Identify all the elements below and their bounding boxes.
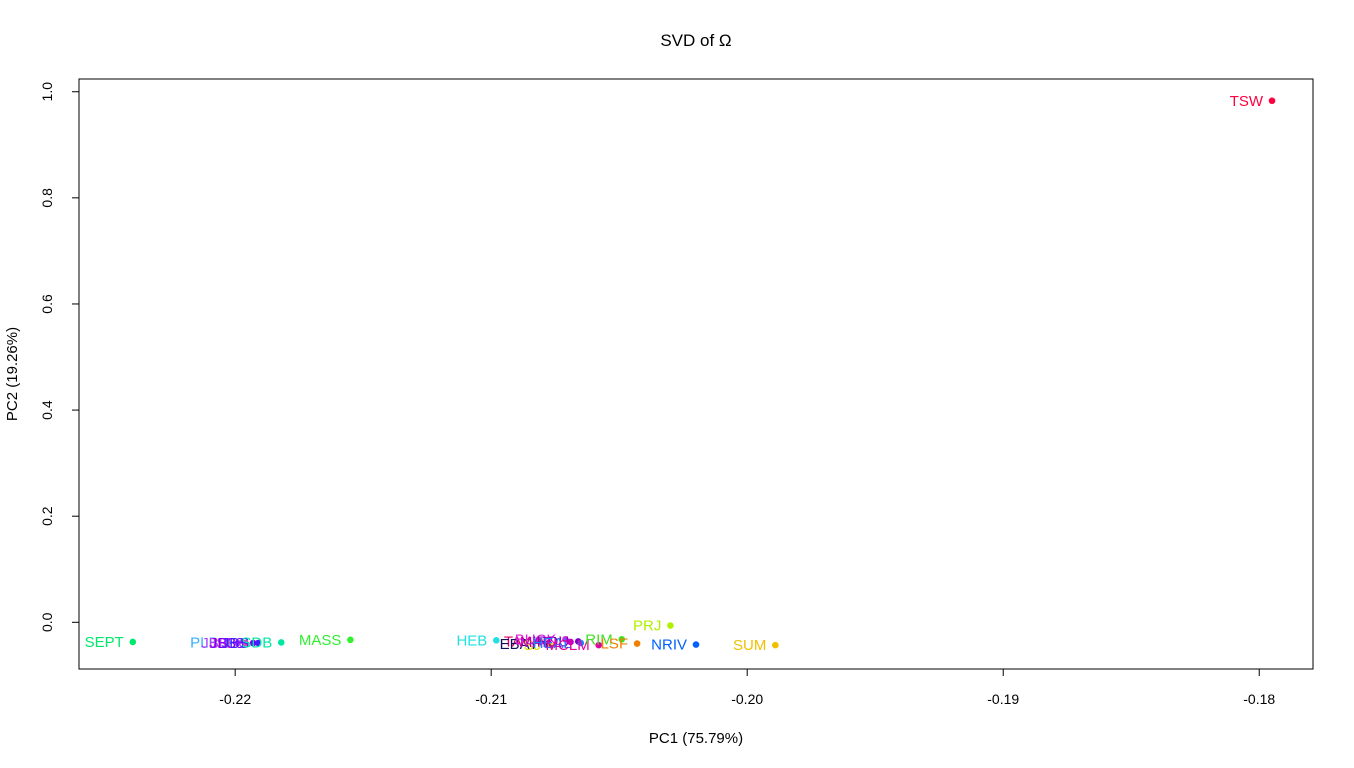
point-label: IRDU (533, 633, 570, 650)
point-label: NRIV (651, 637, 687, 654)
data-point (633, 640, 641, 647)
point-label: HEAL (533, 635, 572, 652)
x-tick-label: -0.20 (731, 691, 763, 707)
data-point (249, 639, 257, 647)
point-label: LSF (601, 636, 629, 653)
data-point (254, 639, 262, 647)
data-point (595, 641, 603, 649)
data-point (1268, 97, 1276, 105)
data-point (772, 641, 779, 649)
data-point (667, 622, 674, 629)
point-label: PRJ (633, 617, 661, 634)
plot-frame (78, 78, 1314, 670)
x-axis-label: PC1 (75.79%) (649, 730, 743, 747)
point-label: MCLM (546, 637, 590, 654)
y-tick-label: 0.4 (39, 400, 55, 420)
data-point (234, 639, 242, 647)
y-tick-label: 1.0 (39, 82, 55, 102)
data-point (618, 635, 626, 643)
data-point (567, 638, 574, 646)
y-axis-label: PC2 (19.26%) (4, 327, 21, 421)
point-label: JSB (209, 635, 237, 652)
chart-title: SVD of Ω (660, 31, 731, 50)
data-point (242, 639, 249, 647)
x-tick-label: -0.19 (987, 691, 1019, 707)
y-axis: 0.0 0.2 0.4 0.6 0.8 1.0 (39, 82, 79, 632)
point-label: SDB (241, 634, 272, 651)
points-layer (129, 97, 1276, 649)
x-tick-label: -0.18 (1243, 691, 1275, 707)
y-tick-label: 0.6 (39, 294, 55, 314)
y-tick-label: 0.8 (39, 188, 55, 208)
y-tick-label: 0.0 (39, 612, 55, 632)
point-label: BUCK (515, 631, 557, 648)
point-label: PLB (190, 634, 218, 651)
point-label: JBS (222, 635, 250, 652)
y-tick-label: 0.2 (39, 506, 55, 526)
data-point (562, 635, 569, 643)
point-label: SJ (524, 637, 542, 654)
point-label: EBAY (500, 636, 539, 653)
data-point (536, 638, 544, 645)
data-point (493, 637, 500, 644)
data-point (277, 639, 285, 646)
data-point (692, 641, 700, 648)
x-tick-label: -0.22 (219, 691, 251, 707)
point-label: JB38 (210, 635, 244, 652)
point-label: TSW (1230, 93, 1264, 110)
point-label: TAY (504, 633, 531, 650)
point-label: RIM (585, 631, 613, 648)
data-point (224, 639, 231, 646)
point-label: SEPT (85, 634, 124, 651)
data-point (577, 639, 585, 647)
data-point (129, 638, 137, 646)
point-label: MARL (520, 634, 562, 651)
x-tick-label: -0.21 (475, 691, 507, 707)
data-point (347, 636, 354, 644)
point-label: SUM (733, 637, 766, 654)
point-label: JBB (201, 635, 229, 652)
point-label: HEB (456, 632, 487, 649)
point-label: MASS (299, 632, 342, 649)
data-point (546, 641, 554, 649)
x-axis: -0.22 -0.21 -0.20 -0.19 -0.18 (219, 669, 1275, 707)
